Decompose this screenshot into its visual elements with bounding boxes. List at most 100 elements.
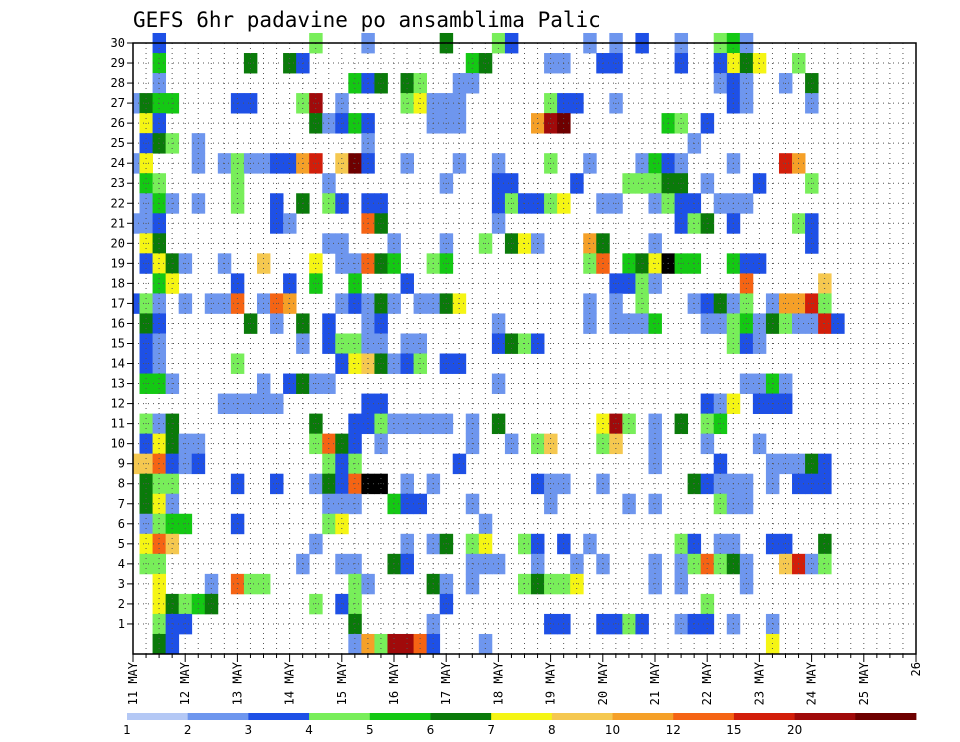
y-axis-ticks: 1234567891011121314151617181920212223242…: [111, 36, 133, 631]
heatmap-cell: [152, 533, 167, 555]
heatmap-cell: [609, 613, 623, 635]
heatmap-cell: [648, 553, 662, 575]
legend-label: 15: [726, 723, 741, 737]
heatmap-cell: [361, 633, 375, 655]
y-tick-label: 15: [111, 336, 125, 350]
heatmap-cell: [765, 533, 780, 555]
heatmap-cell: [152, 613, 167, 635]
heatmap-cell: [230, 573, 245, 595]
heatmap-cell: [531, 573, 545, 595]
heatmap-cell: [152, 573, 167, 595]
legend-swatch: [127, 713, 189, 720]
legend-label: 4: [305, 723, 313, 737]
heatmap-cell: [152, 633, 167, 655]
legend-label: 20: [787, 723, 802, 737]
heatmap-cell: [139, 533, 153, 555]
heatmap-cell: [544, 573, 558, 595]
legend-swatch: [673, 713, 735, 720]
y-tick-label: 3: [118, 577, 125, 591]
y-tick-label: 29: [111, 56, 125, 70]
chart-title: GEFS 6hr padavine po ansamblima Palic: [133, 8, 601, 32]
heatmap-cell: [674, 553, 689, 575]
heatmap-cell: [583, 533, 597, 555]
heatmap-cell: [335, 553, 349, 575]
legend-swatch: [491, 713, 553, 720]
y-tick-label: 24: [111, 156, 125, 170]
legend-label: 12: [666, 723, 681, 737]
y-tick-label: 25: [111, 136, 125, 150]
color-legend: 1 2 3 4 5 6 7 8 10 12 15 20: [123, 713, 917, 737]
y-tick-label: 13: [111, 377, 125, 391]
heatmap-cell: [739, 573, 754, 595]
x-tick-label: 11 MAY: [126, 661, 140, 705]
heatmap-cell: [243, 573, 258, 595]
heatmap-cell: [765, 613, 780, 635]
heatmap-cell: [309, 533, 323, 555]
legend-swatch: [248, 713, 310, 720]
x-axis-ticks: 11 MAY 12 MAY 13 MAY 14 MAY 15 MAY 16 MAY 17 M…: [126, 654, 923, 705]
heatmap-cell: [478, 553, 493, 575]
heatmap-cell: [348, 553, 362, 575]
heatmap-cell: [465, 533, 480, 555]
y-tick-label: 7: [118, 497, 125, 511]
legend-label: 8: [548, 723, 556, 737]
legend-swatch: [430, 713, 492, 720]
y-tick-label: 21: [111, 216, 125, 230]
x-tick-label: 22 MAY: [700, 661, 714, 705]
heatmap-cell: [309, 593, 323, 615]
x-tick-label: 26: [909, 662, 923, 676]
heatmap-cell: [596, 613, 610, 635]
heatmap-cell: [674, 613, 689, 635]
heatmap-cell: [687, 613, 702, 635]
heatmap-cell: [713, 553, 728, 575]
legend-label: 2: [184, 723, 192, 737]
heatmap-cell: [204, 573, 219, 595]
heatmap-cell: [700, 593, 715, 615]
heatmap-cell: [570, 573, 584, 595]
x-tick-label: 15 MAY: [335, 661, 349, 705]
legend-label: 1: [123, 723, 131, 737]
heatmap-cell: [622, 613, 636, 635]
heatmap-cell: [374, 633, 388, 655]
heatmap-cell: [778, 533, 793, 555]
y-tick-label: 27: [111, 96, 125, 110]
y-tick-label: 23: [111, 176, 125, 190]
heatmap-cell: [133, 453, 140, 475]
y-tick-label: 11: [111, 417, 125, 431]
y-tick-label: 20: [111, 236, 125, 250]
heatmap-cell: [478, 533, 493, 555]
heatmap-cell: [596, 553, 610, 575]
legend-swatch: [551, 713, 613, 720]
heatmap-cell: [818, 533, 832, 555]
heatmap-cell: [805, 553, 819, 575]
heatmap-cell: [165, 613, 180, 635]
heatmap-cell: [335, 593, 349, 615]
heatmap-cell: [204, 593, 219, 615]
heatmap-cell: [674, 533, 689, 555]
legend-swatch: [855, 713, 917, 720]
heatmap-cell: [570, 553, 584, 575]
heatmap-cell: [465, 573, 480, 595]
y-tick-label: 2: [118, 597, 125, 611]
y-tick-label: 22: [111, 196, 125, 210]
y-tick-label: 4: [118, 557, 125, 571]
legend-label: 5: [366, 723, 374, 737]
heatmap-cell: [439, 533, 454, 555]
x-tick-label: 17 MAY: [439, 661, 453, 705]
legend-swatch: [369, 713, 431, 720]
heatmap-cell: [739, 553, 754, 575]
heatmap-cell: [133, 153, 140, 174]
legend-swatch: [187, 713, 249, 720]
y-tick-label: 16: [111, 316, 125, 330]
y-tick-label: 14: [111, 357, 125, 371]
heatmap-cell: [139, 553, 153, 575]
heatmap-cell: [465, 553, 480, 575]
heatmap-cell: [439, 593, 454, 615]
heatmap-cell: [778, 553, 793, 575]
x-tick-label: 13 MAY: [230, 661, 244, 705]
legend-swatch: [309, 713, 371, 720]
heatmap-cell: [426, 633, 441, 655]
heatmap-cell: [478, 633, 493, 655]
heatmap-cell: [635, 613, 649, 635]
